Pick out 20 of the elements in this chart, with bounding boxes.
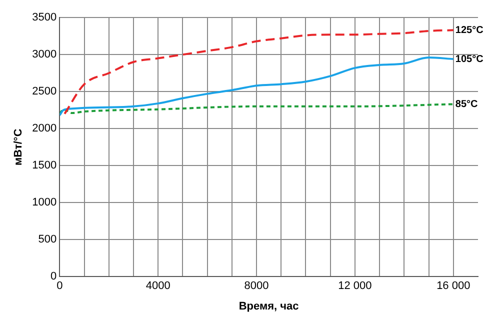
y-axis-title: мВт/°C (12, 128, 25, 166)
line-series (64, 29, 454, 115)
x-tick-label: 12 000 (338, 280, 372, 292)
x-tick-label: 8000 (244, 280, 269, 292)
x-tick-label: 16 000 (436, 280, 470, 292)
y-tick-label: 1000 (32, 196, 57, 209)
series-label: 105°C (455, 54, 484, 65)
y-tick-label: 0 (50, 270, 57, 283)
y-tick-label: 2000 (32, 122, 57, 135)
x-axis-title: Время, час (238, 300, 299, 312)
line-series (60, 103, 454, 115)
x-tick-label: 4000 (146, 280, 170, 292)
y-tick-label: 3000 (32, 48, 57, 61)
line-series (60, 56, 454, 116)
y-tick-label: 1500 (32, 160, 57, 172)
y-tick-label: 3500 (32, 12, 57, 24)
y-tick-label: 500 (38, 234, 57, 246)
y-tick-label: 2500 (32, 86, 57, 98)
series-label: 85°C (455, 98, 478, 110)
series-label: 125°C (455, 24, 484, 36)
